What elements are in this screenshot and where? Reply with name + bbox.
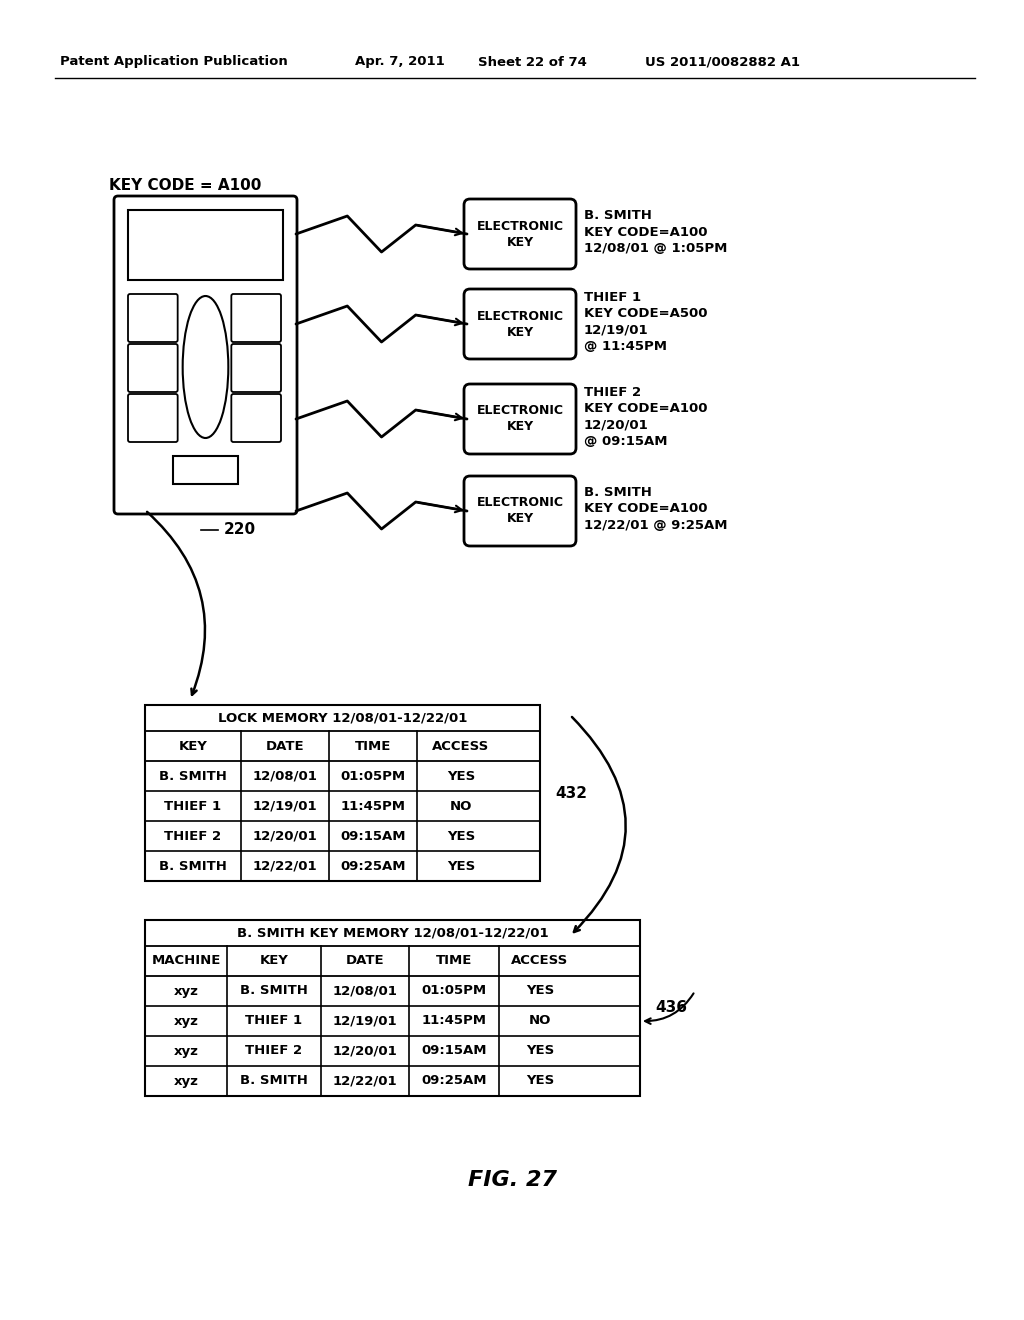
Text: Sheet 22 of 74: Sheet 22 of 74 (478, 55, 587, 69)
Text: THIEF 2: THIEF 2 (246, 1044, 302, 1057)
Text: THIEF 2: THIEF 2 (165, 829, 221, 842)
Text: B. SMITH: B. SMITH (159, 859, 227, 873)
Text: THIEF 1: THIEF 1 (246, 1015, 302, 1027)
Bar (173, 455, 238, 484)
Text: FIG. 27: FIG. 27 (468, 1170, 556, 1191)
FancyBboxPatch shape (128, 294, 178, 342)
Text: TIME: TIME (436, 954, 472, 968)
FancyBboxPatch shape (464, 289, 575, 359)
Text: B. SMITH: B. SMITH (159, 770, 227, 783)
Text: xyz: xyz (173, 1074, 199, 1088)
Bar (145, 705, 540, 880)
Text: THIEF 2
KEY CODE=A100
12/20/01
@ 09:15AM: THIEF 2 KEY CODE=A100 12/20/01 @ 09:15AM (584, 385, 708, 449)
Text: 12/19/01: 12/19/01 (333, 1015, 397, 1027)
Text: MACHINE: MACHINE (152, 954, 221, 968)
Text: 01:05PM: 01:05PM (422, 985, 486, 998)
Text: 09:15AM: 09:15AM (340, 829, 406, 842)
Text: YES: YES (526, 1074, 554, 1088)
FancyBboxPatch shape (231, 345, 281, 392)
Text: B. SMITH: B. SMITH (240, 985, 308, 998)
FancyBboxPatch shape (231, 294, 281, 342)
Text: B. SMITH KEY MEMORY 12/08/01-12/22/01: B. SMITH KEY MEMORY 12/08/01-12/22/01 (237, 927, 548, 940)
Text: 12/22/01: 12/22/01 (253, 859, 317, 873)
Text: ELECTRONIC
KEY: ELECTRONIC KEY (476, 496, 563, 525)
Text: 11:45PM: 11:45PM (422, 1015, 486, 1027)
FancyBboxPatch shape (464, 384, 575, 454)
FancyBboxPatch shape (231, 393, 281, 442)
Text: ELECTRONIC
KEY: ELECTRONIC KEY (476, 309, 563, 338)
Text: NO: NO (528, 1015, 551, 1027)
Text: xyz: xyz (173, 1044, 199, 1057)
Text: NO: NO (450, 800, 472, 813)
Text: ACCESS: ACCESS (511, 954, 568, 968)
Text: 12/19/01: 12/19/01 (253, 800, 317, 813)
Text: TIME: TIME (354, 739, 391, 752)
Text: Apr. 7, 2011: Apr. 7, 2011 (355, 55, 444, 69)
Text: KEY CODE = A100: KEY CODE = A100 (109, 177, 261, 193)
Text: 12/20/01: 12/20/01 (253, 829, 317, 842)
FancyBboxPatch shape (128, 345, 178, 392)
Text: xyz: xyz (173, 985, 199, 998)
Text: KEY: KEY (178, 739, 208, 752)
Text: 09:25AM: 09:25AM (340, 859, 406, 873)
Text: THIEF 1
KEY CODE=A500
12/19/01
@ 11:45PM: THIEF 1 KEY CODE=A500 12/19/01 @ 11:45PM (584, 290, 708, 354)
Text: THIEF 1: THIEF 1 (165, 800, 221, 813)
Text: Patent Application Publication: Patent Application Publication (60, 55, 288, 69)
Text: B. SMITH
KEY CODE=A100
12/22/01 @ 9:25AM: B. SMITH KEY CODE=A100 12/22/01 @ 9:25AM (584, 486, 727, 532)
Text: 12/08/01: 12/08/01 (253, 770, 317, 783)
Text: B. SMITH: B. SMITH (240, 1074, 308, 1088)
FancyBboxPatch shape (128, 393, 178, 442)
Text: YES: YES (446, 859, 475, 873)
Text: 12/20/01: 12/20/01 (333, 1044, 397, 1057)
Text: DATE: DATE (346, 954, 384, 968)
Text: B. SMITH
KEY CODE=A100
12/08/01 @ 1:05PM: B. SMITH KEY CODE=A100 12/08/01 @ 1:05PM (584, 209, 727, 255)
Text: 220: 220 (223, 523, 256, 537)
Text: 09:15AM: 09:15AM (421, 1044, 486, 1057)
Text: 11:45PM: 11:45PM (341, 800, 406, 813)
Bar (128, 210, 283, 280)
Text: 12/22/01: 12/22/01 (333, 1074, 397, 1088)
Text: LOCK MEMORY 12/08/01-12/22/01: LOCK MEMORY 12/08/01-12/22/01 (218, 711, 467, 725)
Text: YES: YES (526, 1044, 554, 1057)
Text: DATE: DATE (265, 739, 304, 752)
Text: ELECTRONIC
KEY: ELECTRONIC KEY (476, 219, 563, 248)
Text: YES: YES (526, 985, 554, 998)
Bar (145, 920, 640, 1096)
Text: 432: 432 (555, 785, 587, 800)
Text: KEY: KEY (259, 954, 289, 968)
FancyBboxPatch shape (114, 195, 297, 513)
Text: 12/08/01: 12/08/01 (333, 985, 397, 998)
Text: ACCESS: ACCESS (432, 739, 489, 752)
FancyBboxPatch shape (464, 199, 575, 269)
Text: YES: YES (446, 770, 475, 783)
Text: 436: 436 (655, 1001, 687, 1015)
Ellipse shape (182, 296, 228, 438)
Text: ELECTRONIC
KEY: ELECTRONIC KEY (476, 404, 563, 433)
FancyBboxPatch shape (464, 477, 575, 546)
Text: 01:05PM: 01:05PM (340, 770, 406, 783)
Text: 09:25AM: 09:25AM (421, 1074, 486, 1088)
Text: YES: YES (446, 829, 475, 842)
Text: US 2011/0082882 A1: US 2011/0082882 A1 (645, 55, 800, 69)
Text: xyz: xyz (173, 1015, 199, 1027)
